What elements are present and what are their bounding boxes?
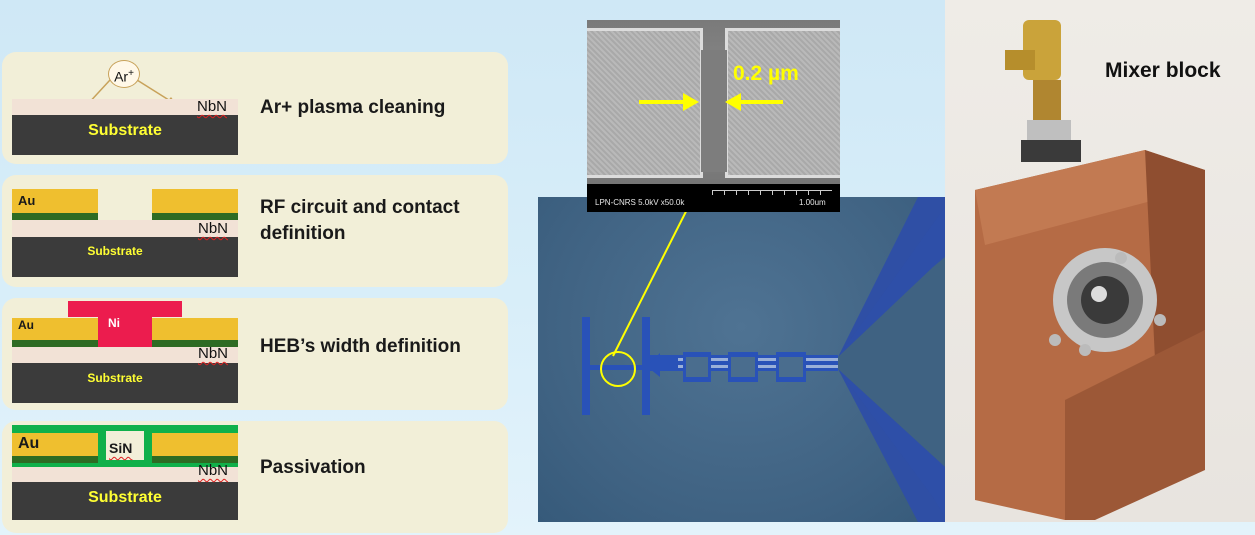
gold-label: Au xyxy=(18,318,34,332)
step-label: HEB’s width definition xyxy=(260,334,461,360)
nbn-label: NbN xyxy=(198,345,228,362)
substrate-label: Substrate xyxy=(12,244,218,258)
gold-pad-right xyxy=(152,318,238,340)
nbn-under-gold-right xyxy=(152,213,238,220)
microscope-image xyxy=(538,197,945,522)
mixer-block-photo: Mixer block xyxy=(945,0,1255,522)
step-label: Passivation xyxy=(260,455,366,481)
sem-scale-ticks xyxy=(712,190,832,195)
substrate-label: Substrate xyxy=(12,489,238,507)
nbn-under-gold-left xyxy=(12,213,98,220)
nbn-under-gold-left xyxy=(12,340,98,347)
nbn-under-gold-left xyxy=(12,456,98,463)
gold-label: Au xyxy=(18,193,35,208)
nbn-label: NbN xyxy=(198,462,228,479)
nickel-mask-center xyxy=(98,308,152,347)
sem-scale-label: 1.00um xyxy=(799,198,826,207)
sem-image: 0.2 µm LPN-CNRS 5.0kV x50.0k 1.00um xyxy=(587,20,840,212)
gold-label: Au xyxy=(18,435,39,453)
sem-instrument-info: LPN-CNRS 5.0kV x50.0k xyxy=(595,198,684,207)
step-label-line2: definition xyxy=(260,221,460,247)
gold-pad-right xyxy=(152,433,238,456)
process-step-2: Au Substrate NbN RF circuit and contact … xyxy=(2,175,508,287)
ion-charge: + xyxy=(128,68,134,79)
gold-pad-right xyxy=(152,189,238,213)
nbn-label: NbN xyxy=(198,220,228,237)
substrate-label: Substrate xyxy=(12,371,218,385)
substrate-label: Substrate xyxy=(12,122,238,140)
ar-ion-circle: Ar+ xyxy=(108,60,140,88)
step-label: Ar+ plasma cleaning xyxy=(260,95,445,121)
sin-label: SiN xyxy=(109,440,132,456)
antenna-structure xyxy=(538,197,945,522)
process-step-1: Ar+ Substrate NbN Ar+ plasma cleaning xyxy=(2,52,508,164)
nickel-label: Ni xyxy=(108,316,120,330)
ion-symbol: Ar xyxy=(114,69,128,85)
sem-info-bar: LPN-CNRS 5.0kV x50.0k 1.00um xyxy=(587,184,840,212)
mixer-block-title: Mixer block xyxy=(1105,59,1221,83)
process-step-4: Au SiN Substrate NbN Passivation xyxy=(2,421,508,533)
nbn-label: NbN xyxy=(197,98,227,115)
step-label: RF circuit and contact definition xyxy=(260,195,460,247)
step-label-line1: RF circuit and contact xyxy=(260,195,460,221)
process-step-3: Au Ni Substrate NbN HEB’s width definiti… xyxy=(2,298,508,410)
